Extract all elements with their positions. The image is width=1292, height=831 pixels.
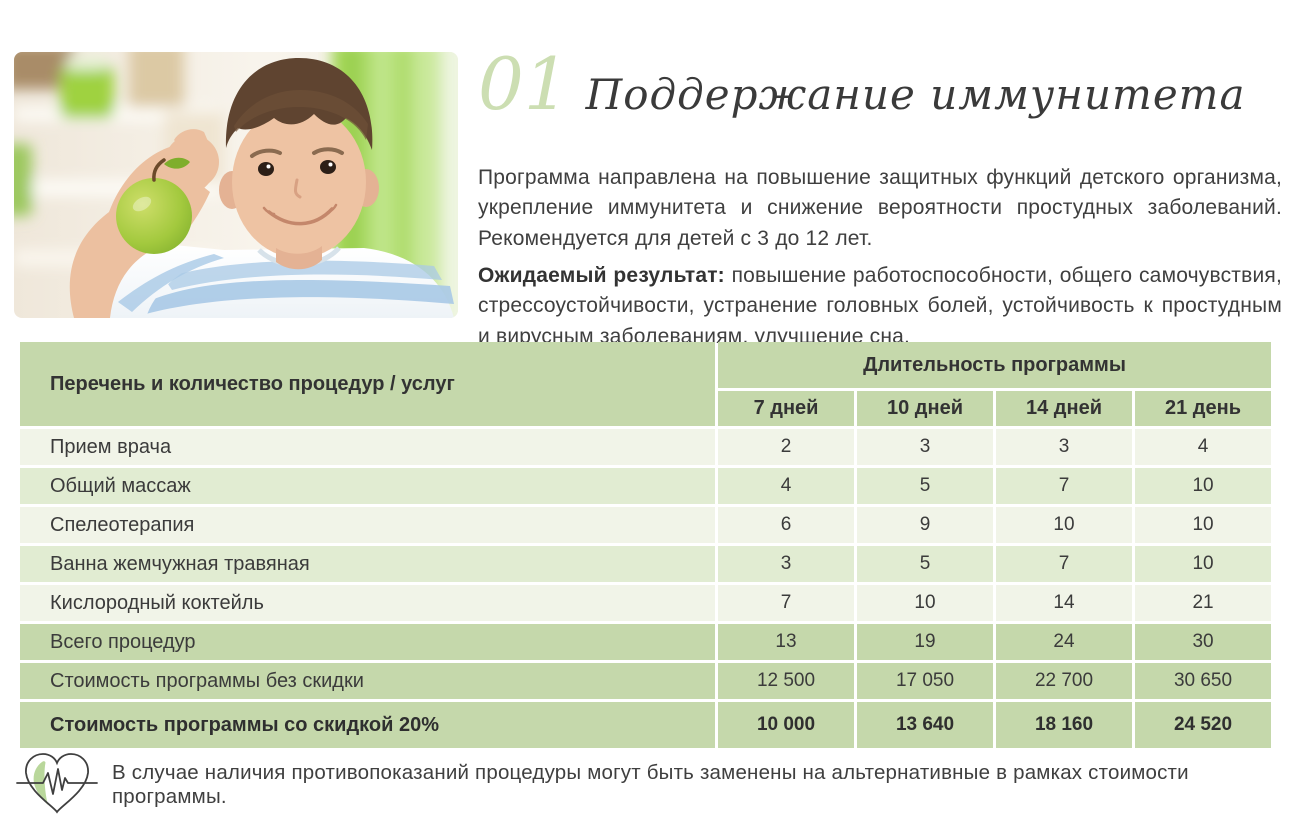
procedure-value: 21 — [1135, 585, 1272, 621]
procedure-value: 7 — [996, 546, 1132, 582]
procedure-label: Общий массаж — [20, 468, 715, 504]
procedure-label: Кислородный коктейль — [20, 585, 715, 621]
procedures-column-header: Перечень и количество процедур / услуг — [20, 342, 715, 426]
procedure-value: 4 — [1135, 429, 1272, 465]
table-row: Общий массаж 4 5 7 10 — [20, 468, 1272, 504]
section-number: 01 — [478, 42, 570, 126]
page-heading: 01 Поддержание иммунитета — [478, 48, 1246, 120]
duration-col-10-days: 10 дней — [857, 391, 993, 426]
procedure-label: Спелеотерапия — [20, 507, 715, 543]
page-title: Поддержание иммунитета — [585, 70, 1246, 119]
procedure-label: Стоимость программы без скидки — [20, 663, 715, 699]
procedure-value: 7 — [996, 468, 1132, 504]
procedure-value: 10 — [1135, 468, 1272, 504]
table-row: Прием врача 2 3 3 4 — [20, 429, 1272, 465]
table-row: Спелеотерапия 6 9 10 10 — [20, 507, 1272, 543]
footer-note-text: В случае наличия противопоказаний процед… — [112, 760, 1189, 808]
procedure-value: 10 — [1135, 507, 1272, 543]
procedure-value: 3 — [857, 429, 993, 465]
duration-col-7-days: 7 дней — [718, 391, 854, 426]
procedure-value: 3 — [996, 429, 1132, 465]
program-description: Программа направлена на повышение защитн… — [478, 166, 1282, 250]
table-row: Ванна жемчужная травяная 3 5 7 10 — [20, 546, 1272, 582]
procedure-label: Всего процедур — [20, 624, 715, 660]
procedure-value: 13 — [718, 624, 854, 660]
procedure-label: Ванна жемчужная травяная — [20, 546, 715, 582]
footer-note: В случае наличия противопоказаний процед… — [16, 748, 1278, 821]
expected-result-label: Ожидаемый результат: — [478, 264, 725, 287]
procedure-value: 14 — [996, 585, 1132, 621]
boy-with-apple-photo — [14, 52, 458, 318]
procedure-value: 12 500 — [718, 663, 854, 699]
procedure-value: 10 — [1135, 546, 1272, 582]
procedure-value: 22 700 — [996, 663, 1132, 699]
procedure-value: 24 520 — [1135, 702, 1272, 748]
duration-col-14-days: 14 дней — [996, 391, 1132, 426]
procedure-value: 2 — [718, 429, 854, 465]
procedure-value: 19 — [857, 624, 993, 660]
procedure-value: 10 — [996, 507, 1132, 543]
procedure-value: 5 — [857, 468, 993, 504]
table-row: Всего процедур 13 19 24 30 — [20, 624, 1272, 660]
procedure-value: 13 640 — [857, 702, 993, 748]
procedure-value: 18 160 — [996, 702, 1132, 748]
procedure-value: 6 — [718, 507, 854, 543]
heart-pulse-icon — [16, 748, 98, 821]
duration-col-21-days: 21 день — [1135, 391, 1272, 426]
table-row: Кислородный коктейль 7 10 14 21 — [20, 585, 1272, 621]
procedure-value: 30 — [1135, 624, 1272, 660]
procedure-value: 30 650 — [1135, 663, 1272, 699]
procedure-value: 10 — [857, 585, 993, 621]
procedure-value: 10 000 — [718, 702, 854, 748]
procedure-value: 5 — [857, 546, 993, 582]
program-price-table: Перечень и количество процедур / услуг Д… — [17, 339, 1274, 751]
table-row: Стоимость программы без скидки 12 500 17 0… — [20, 663, 1272, 699]
table-row: Стоимость программы со скидкой 20% 10 000… — [20, 702, 1272, 748]
duration-header: Длительность программы — [718, 342, 1272, 388]
procedure-label: Прием врача — [20, 429, 715, 465]
procedure-value: 9 — [857, 507, 993, 543]
table-body: Прием врача 2 3 3 4 Общий массаж 4 5 7 10 Спелеоте… — [20, 429, 1272, 748]
procedure-label: Стоимость программы со скидкой 20% — [20, 702, 715, 748]
procedure-value: 24 — [996, 624, 1132, 660]
procedure-value: 4 — [718, 468, 854, 504]
procedure-value: 3 — [718, 546, 854, 582]
procedure-value: 17 050 — [857, 663, 993, 699]
procedure-value: 7 — [718, 585, 854, 621]
